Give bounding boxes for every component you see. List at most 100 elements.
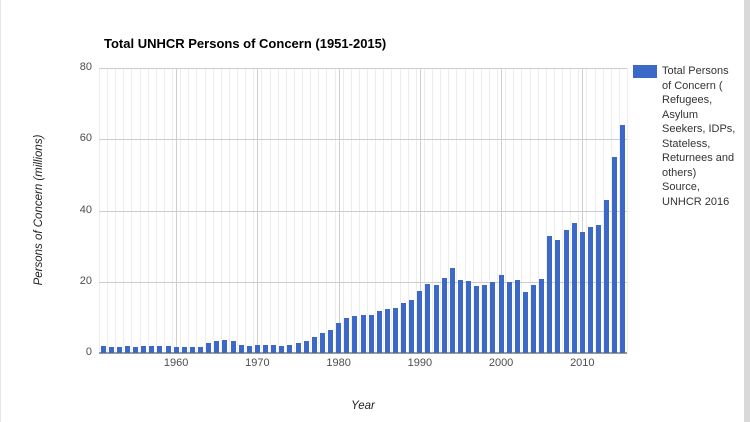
bar-1971[interactable] (263, 344, 269, 353)
bar-1995[interactable] (457, 279, 463, 353)
bar-1993[interactable] (441, 278, 447, 353)
bar-1953[interactable] (116, 346, 122, 353)
legend-line: Total Persons (662, 65, 729, 77)
legend-line: Asylum (662, 108, 699, 121)
bar-1962[interactable] (189, 347, 195, 353)
bar-1963[interactable] (198, 347, 204, 353)
bar-1988[interactable] (401, 303, 407, 353)
x-tick-label: 2010 (570, 357, 595, 369)
bar-1981[interactable] (344, 318, 350, 353)
bar-2013[interactable] (604, 200, 610, 353)
bar-1961[interactable] (181, 347, 187, 353)
legend-line: Seekers, IDPs, (662, 123, 736, 135)
y-gridline (99, 139, 627, 141)
legend-swatch-icon (633, 65, 657, 78)
bar-1996[interactable] (466, 280, 472, 353)
bar-1975[interactable] (295, 343, 301, 353)
bar-1986[interactable] (384, 309, 390, 353)
bar-1967[interactable] (230, 341, 236, 353)
legend-line: of Concern ( (662, 79, 723, 92)
bar-1970[interactable] (254, 345, 260, 353)
bar-2003[interactable] (522, 292, 528, 353)
bar-2010[interactable] (579, 231, 585, 353)
bar-1966[interactable] (222, 339, 228, 353)
x-tick-label: 2000 (488, 357, 514, 369)
bar-1979[interactable] (328, 329, 333, 353)
bar-1977[interactable] (311, 336, 317, 353)
bar-2015[interactable] (620, 125, 626, 353)
bar-2001[interactable] (506, 282, 512, 353)
x-axis-title: Year (351, 400, 375, 412)
bar-1983[interactable] (360, 315, 366, 353)
legend-line: Returnees and (662, 152, 735, 164)
bar-1964[interactable] (206, 343, 212, 353)
bar-1991[interactable] (425, 283, 431, 353)
legend-line: others) (662, 166, 697, 179)
bar-1958[interactable] (157, 346, 163, 353)
bar-1954[interactable] (124, 345, 130, 353)
bar-2011[interactable] (587, 226, 593, 353)
bar-1972[interactable] (271, 344, 277, 353)
legend-label: Total Persons of Concern ( Refugees, Asylum… (662, 64, 735, 209)
legend-line: Stateless, (662, 137, 711, 150)
x-tick-label: 1960 (163, 357, 189, 369)
bar-1987[interactable] (392, 307, 398, 353)
x-axis-line (99, 352, 627, 354)
bar-1976[interactable] (303, 340, 309, 353)
y-axis-title: Persons of Concern (millions) (33, 134, 45, 286)
bar-1974[interactable] (287, 345, 293, 353)
y-gridline (99, 281, 627, 283)
bar-2014[interactable] (612, 157, 618, 353)
bar-2000[interactable] (498, 275, 504, 353)
bar-2012[interactable] (596, 225, 602, 353)
bar-1968[interactable] (238, 345, 244, 353)
y-tick-label: 20 (79, 274, 92, 287)
x-tick-label: 1980 (326, 357, 351, 369)
bar-2009[interactable] (571, 222, 577, 353)
bar-1999[interactable] (490, 281, 496, 353)
bar-1959[interactable] (165, 346, 171, 353)
bar-1969[interactable] (246, 345, 252, 353)
y-gridline (99, 68, 627, 69)
bar-1952[interactable] (108, 346, 114, 353)
legend-line: UNHCR 2016 (662, 195, 730, 208)
bar-2007[interactable] (555, 240, 561, 353)
scrollbar-track[interactable] (744, 0, 750, 422)
bar-1992[interactable] (433, 285, 439, 353)
year-gridline (627, 68, 628, 353)
bar-1965[interactable] (214, 340, 220, 353)
window-left-border (0, 0, 1, 422)
x-tick-label: 1970 (245, 357, 270, 369)
bar-1997[interactable] (474, 285, 480, 353)
bar-1990[interactable] (417, 291, 423, 353)
bar-2004[interactable] (531, 285, 537, 353)
bar-1960[interactable] (173, 346, 179, 353)
y-tick-label: 60 (79, 132, 92, 145)
bar-1985[interactable] (376, 310, 382, 353)
bar-1980[interactable] (336, 322, 342, 353)
bar-1998[interactable] (482, 285, 488, 353)
bar-1978[interactable] (319, 333, 325, 353)
plot-area (99, 68, 628, 354)
bar-1956[interactable] (141, 346, 147, 353)
y-tick-label: 80 (79, 61, 92, 73)
bar-1951[interactable] (100, 345, 106, 353)
bar-2006[interactable] (547, 235, 553, 353)
bar-2002[interactable] (514, 279, 520, 353)
legend-line: Source, (662, 181, 700, 193)
bar-1984[interactable] (368, 314, 374, 353)
bar-1973[interactable] (279, 345, 285, 353)
y-gridline (99, 210, 627, 212)
y-tick-label: 0 (85, 346, 92, 358)
legend-line: Refugees, (662, 94, 713, 106)
bar-1957[interactable] (149, 345, 155, 353)
bar-1955[interactable] (133, 346, 139, 353)
bar-1994[interactable] (449, 267, 455, 353)
chart-title: Total UNHCR Persons of Concern (1951-201… (104, 36, 387, 51)
bar-1982[interactable] (352, 316, 358, 353)
bar-2005[interactable] (539, 278, 545, 353)
x-tick-label: 1990 (407, 357, 433, 369)
bar-2008[interactable] (563, 230, 569, 353)
bar-1989[interactable] (409, 299, 415, 353)
